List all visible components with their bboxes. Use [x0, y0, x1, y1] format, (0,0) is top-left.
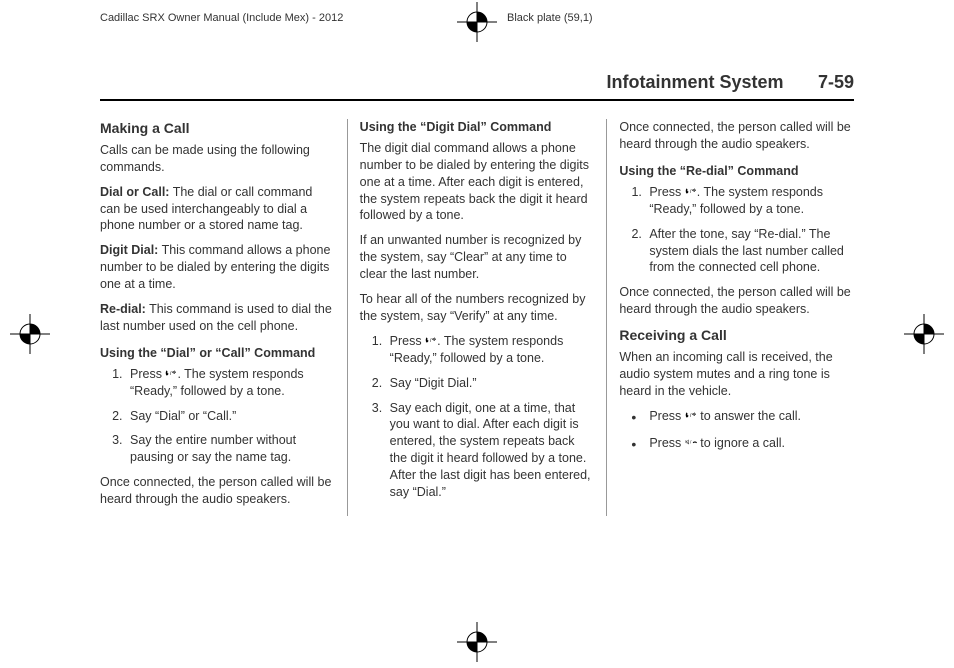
- heading-receiving-call: Receiving a Call: [619, 326, 854, 345]
- svg-text:/: /: [690, 413, 692, 419]
- registration-mark-top: [457, 2, 497, 42]
- step-text: Press: [130, 367, 165, 381]
- column-2: Using the “Digit Dial” Command The digit…: [348, 119, 608, 516]
- list-item: Say “Digit Dial.”: [386, 375, 595, 392]
- print-header-right: Black plate (59,1): [447, 12, 854, 24]
- list-item: Say the entire number without pausing or…: [126, 432, 335, 466]
- registration-mark-left: [10, 314, 50, 354]
- bullet-text-b: to answer the call.: [697, 409, 801, 423]
- para-c3-3: When an incoming call is received, the a…: [619, 349, 854, 400]
- term-redial: Re-dial:: [100, 302, 146, 316]
- subheading-digit-dial: Using the “Digit Dial” Command: [360, 119, 595, 136]
- page-body: Infotainment System 7-59 Making a Call C…: [0, 32, 954, 516]
- para-dd3: To hear all of the numbers recognized by…: [360, 291, 595, 325]
- list-item: Press /. The system responds “Ready,” fo…: [386, 333, 595, 367]
- phone-voice-icon: /: [685, 408, 697, 425]
- registration-mark-right: [904, 314, 944, 354]
- list-item: Say “Dial” or “Call.”: [126, 408, 335, 425]
- page-header: Infotainment System 7-59: [100, 32, 854, 101]
- dial-call-steps: Press /. The system responds “Ready,” fo…: [100, 366, 335, 467]
- para-dial-or-call: Dial or Call: The dial or call command c…: [100, 184, 335, 235]
- list-item: Press / to ignore a call.: [631, 435, 854, 452]
- bullet-text-b: to ignore a call.: [697, 436, 785, 450]
- chapter-title: Infotainment System: [606, 72, 783, 93]
- list-item: After the tone, say “Re-dial.” The syste…: [645, 226, 854, 277]
- bullet-text: Press: [649, 409, 684, 423]
- svg-text:/: /: [690, 189, 692, 195]
- para-intro: Calls can be made using the following co…: [100, 142, 335, 176]
- list-item: Say each digit, one at a time, that you …: [386, 400, 595, 501]
- heading-making-a-call: Making a Call: [100, 119, 335, 138]
- mute-hangup-icon: /: [685, 435, 697, 452]
- phone-voice-icon: /: [165, 366, 177, 383]
- column-3: Once connected, the person called will b…: [607, 119, 854, 516]
- step-text: Press: [649, 185, 684, 199]
- list-item: Press /. The system responds “Ready,” fo…: [645, 184, 854, 218]
- step-text: Press: [390, 334, 425, 348]
- para-dd2: If an unwanted number is recognized by t…: [360, 232, 595, 283]
- content-columns: Making a Call Calls can be made using th…: [100, 101, 854, 516]
- print-header-left: Cadillac SRX Owner Manual (Include Mex) …: [100, 12, 447, 24]
- para-c3-1: Once connected, the person called will b…: [619, 119, 854, 153]
- redial-steps: Press /. The system responds “Ready,” fo…: [619, 184, 854, 277]
- svg-text:/: /: [430, 338, 432, 344]
- subheading-using-dial: Using the “Dial” or “Call” Command: [100, 345, 335, 362]
- para-digit-dial: Digit Dial: This command allows a phone …: [100, 242, 335, 293]
- para-c3-2: Once connected, the person called will b…: [619, 284, 854, 318]
- list-item: Press /. The system responds “Ready,” fo…: [126, 366, 335, 400]
- term-digit-dial: Digit Dial:: [100, 243, 158, 257]
- para-outro: Once connected, the person called will b…: [100, 474, 335, 508]
- subheading-redial: Using the “Re-dial” Command: [619, 163, 854, 180]
- page-number: 7-59: [818, 72, 854, 93]
- phone-voice-icon: /: [685, 184, 697, 201]
- term-dial-or-call: Dial or Call:: [100, 185, 169, 199]
- registration-mark-bottom: [457, 622, 497, 662]
- para-redial: Re-dial: This command is used to dial th…: [100, 301, 335, 335]
- para-dd1: The digit dial command allows a phone nu…: [360, 140, 595, 224]
- list-item: Press / to answer the call.: [631, 408, 854, 425]
- phone-voice-icon: /: [425, 333, 437, 350]
- column-1: Making a Call Calls can be made using th…: [100, 119, 348, 516]
- svg-text:/: /: [690, 440, 692, 445]
- bullet-text: Press: [649, 436, 684, 450]
- digit-dial-steps: Press /. The system responds “Ready,” fo…: [360, 333, 595, 501]
- receiving-call-bullets: Press / to answer the call. Press / to i…: [619, 408, 854, 452]
- svg-text:/: /: [170, 371, 172, 377]
